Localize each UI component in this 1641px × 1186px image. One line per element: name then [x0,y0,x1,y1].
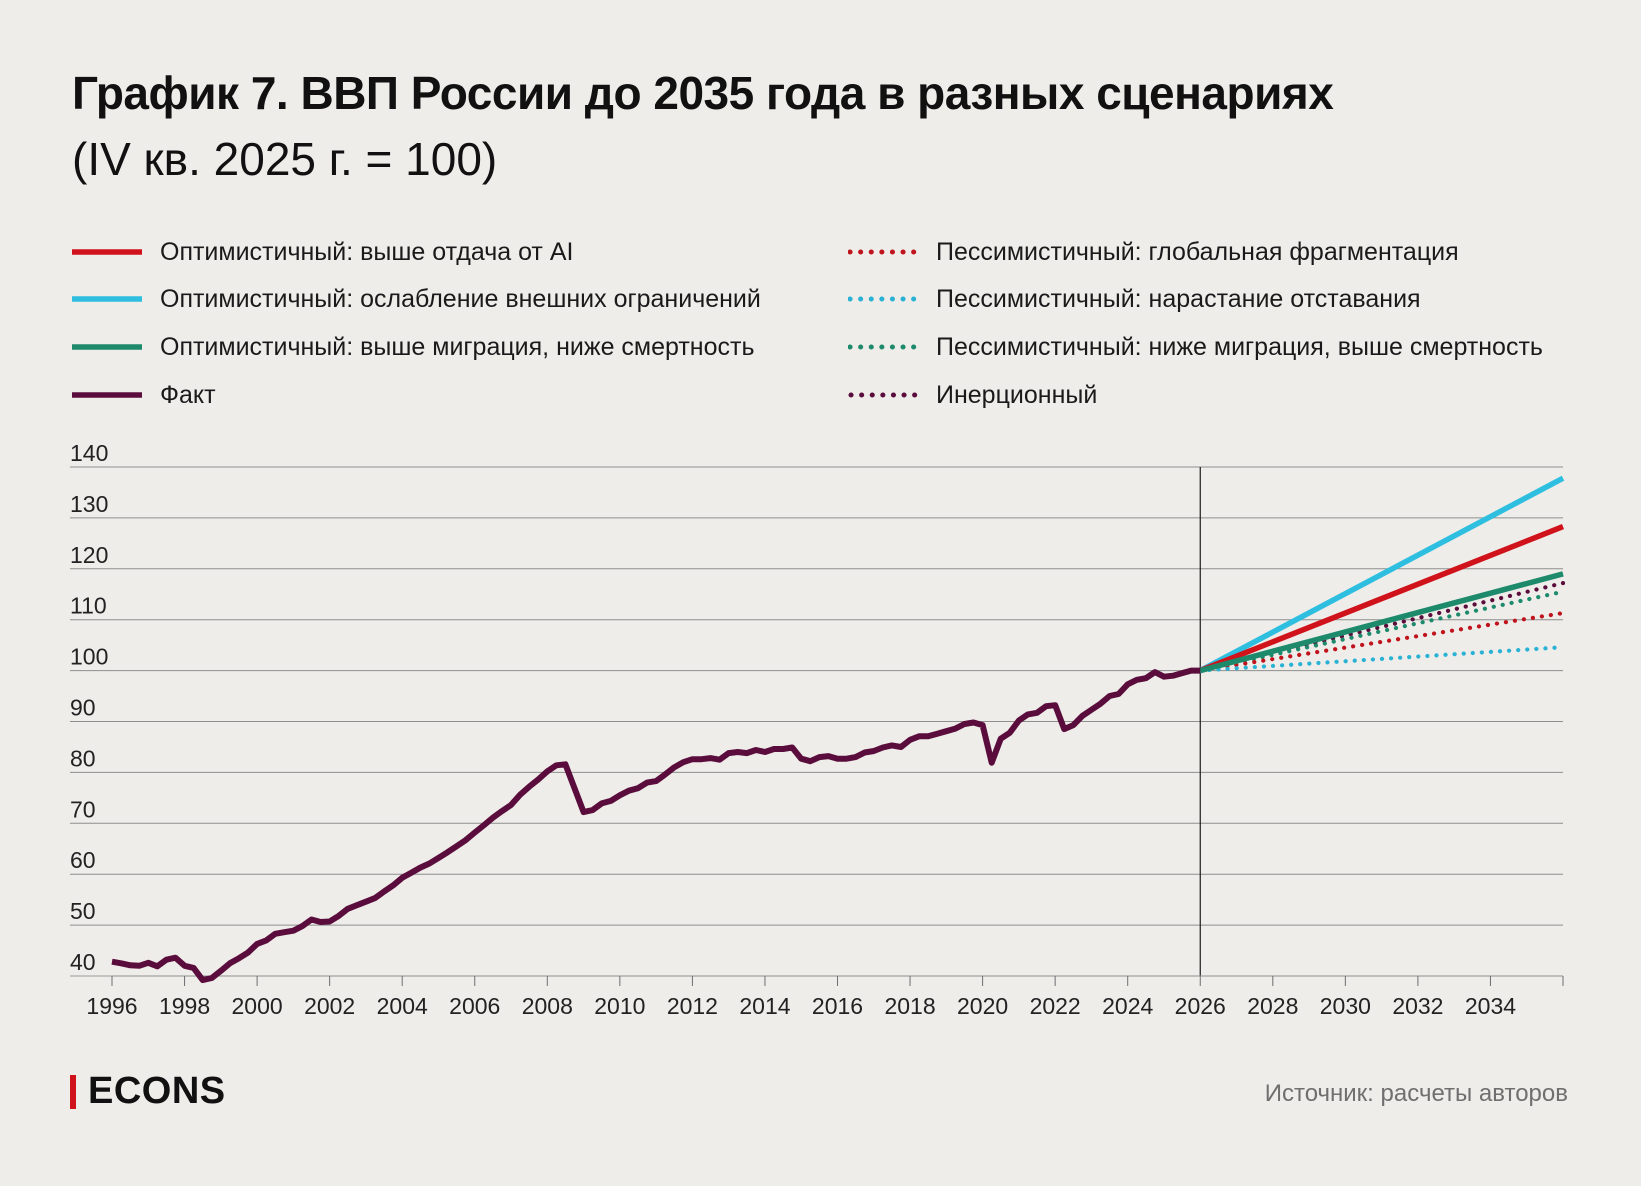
x-tick-label: 2010 [594,993,645,1019]
x-tick-label: 2006 [449,993,500,1019]
legend-swatch [848,344,918,350]
x-tick-label: 2020 [957,993,1008,1019]
series-line: Пессимистичный: нарастание отставания [1198,645,1566,673]
x-tick-label: 2016 [812,993,863,1019]
x-tick-label: 2008 [522,993,573,1019]
x-tick-label: 2014 [739,993,790,1019]
x-tick-label: 2024 [1102,993,1153,1019]
x-tick-label: 2000 [232,993,283,1019]
legend-item-opt-migration: Оптимистичный: выше миграция, ниже смерт… [72,332,755,362]
legend-item-pes-fragmentation: Пессимистичный: глобальная фрагментация [848,237,1459,267]
y-tick-label: 120 [70,542,108,568]
series-line: Факт [111,667,1201,984]
series-lines: ИнерционныйПессимистичный: ниже миграция… [111,475,1566,984]
legend-swatch [72,392,142,398]
legend-label: Факт [160,380,216,409]
x-tick-label: 1998 [159,993,210,1019]
series-line: Оптимистичный: выше миграция, ниже смерт… [1199,571,1564,674]
y-tick-label: 110 [70,593,107,619]
x-tick-label: 1996 [86,993,137,1019]
brand-name: ECONS [88,1070,226,1112]
legend-item-opt-ai: Оптимистичный: выше отдача от AI [72,237,573,267]
legend-item-inertial: Инерционный [848,380,1097,410]
x-tick-label: 2034 [1465,993,1516,1019]
y-tick-label: 40 [70,949,96,975]
legend-swatch [72,249,142,255]
legend-swatch [848,296,918,302]
x-tick-label: 2028 [1247,993,1298,1019]
series-line: Пессимистичный: ниже миграция, выше смер… [1198,589,1566,673]
x-tick-label: 2002 [304,993,355,1019]
legend-label: Инерционный [936,380,1098,409]
legend-label: Оптимистичный: выше миграция, ниже смерт… [160,332,755,361]
legend-label: Пессимистичный: глобальная фрагментация [936,237,1459,266]
series-line: Оптимистичный: ослабление внешних ограни… [1199,475,1565,674]
x-tick-label: 2004 [377,993,428,1019]
brand-logo: ECONS [70,1070,226,1113]
y-tick-label: 100 [70,644,108,670]
legend-swatch [72,344,142,350]
series-line: Оптимистичный: выше отдача от AI [1199,524,1565,674]
brand-bar [70,1074,76,1109]
legend-swatch [848,392,918,398]
grid-lines [70,466,1563,977]
x-tick-label: 2030 [1320,993,1371,1019]
legend-label: Оптимистичный: ослабление внешних ограни… [160,284,761,313]
x-tick-label: 2022 [1030,993,1081,1019]
legend-item-fact: Факт [72,380,216,410]
legend-item-pes-lag: Пессимистичный: нарастание отставания [848,284,1421,314]
legend-item-pes-migration: Пессимистичный: ниже миграция, выше смер… [848,332,1543,362]
chart-subtitle: (IV кв. 2025 г. = 100) [72,133,498,185]
legend-label: Пессимистичный: ниже миграция, выше смер… [936,332,1543,361]
y-tick-label: 140 [70,440,108,466]
y-tick-label: 90 [70,695,96,721]
y-tick-label: 130 [70,491,108,517]
legend-swatch [848,249,918,255]
chart-title: График 7. ВВП России до 2035 года в разн… [72,67,1334,119]
x-tick-label: 2018 [884,993,935,1019]
y-axis: 40 50 60 70 80 90 100 110 120 130 140 [70,440,108,975]
y-tick-label: 60 [70,847,96,873]
y-tick-label: 70 [70,796,96,822]
series-line: Пессимистичный: глобальная фрагментация [1198,611,1566,673]
legend-item-opt-external: Оптимистичный: ослабление внешних ограни… [72,284,761,314]
x-tick-label: 2026 [1175,993,1226,1019]
legend-swatch [72,296,142,302]
y-tick-label: 50 [70,898,96,924]
x-tick-label: 2012 [667,993,718,1019]
legend-label: Пессимистичный: нарастание отставания [936,284,1421,313]
x-tick-label: 2032 [1392,993,1443,1019]
y-tick-label: 80 [70,745,96,771]
x-axis: 1996 1998 2000 2002 2004 2006 2008 2010 2012 2014… [86,975,1564,1019]
legend-label: Оптимистичный: выше отдача от AI [160,237,574,266]
source-note: Источник: расчеты авторов [1264,1080,1568,1107]
